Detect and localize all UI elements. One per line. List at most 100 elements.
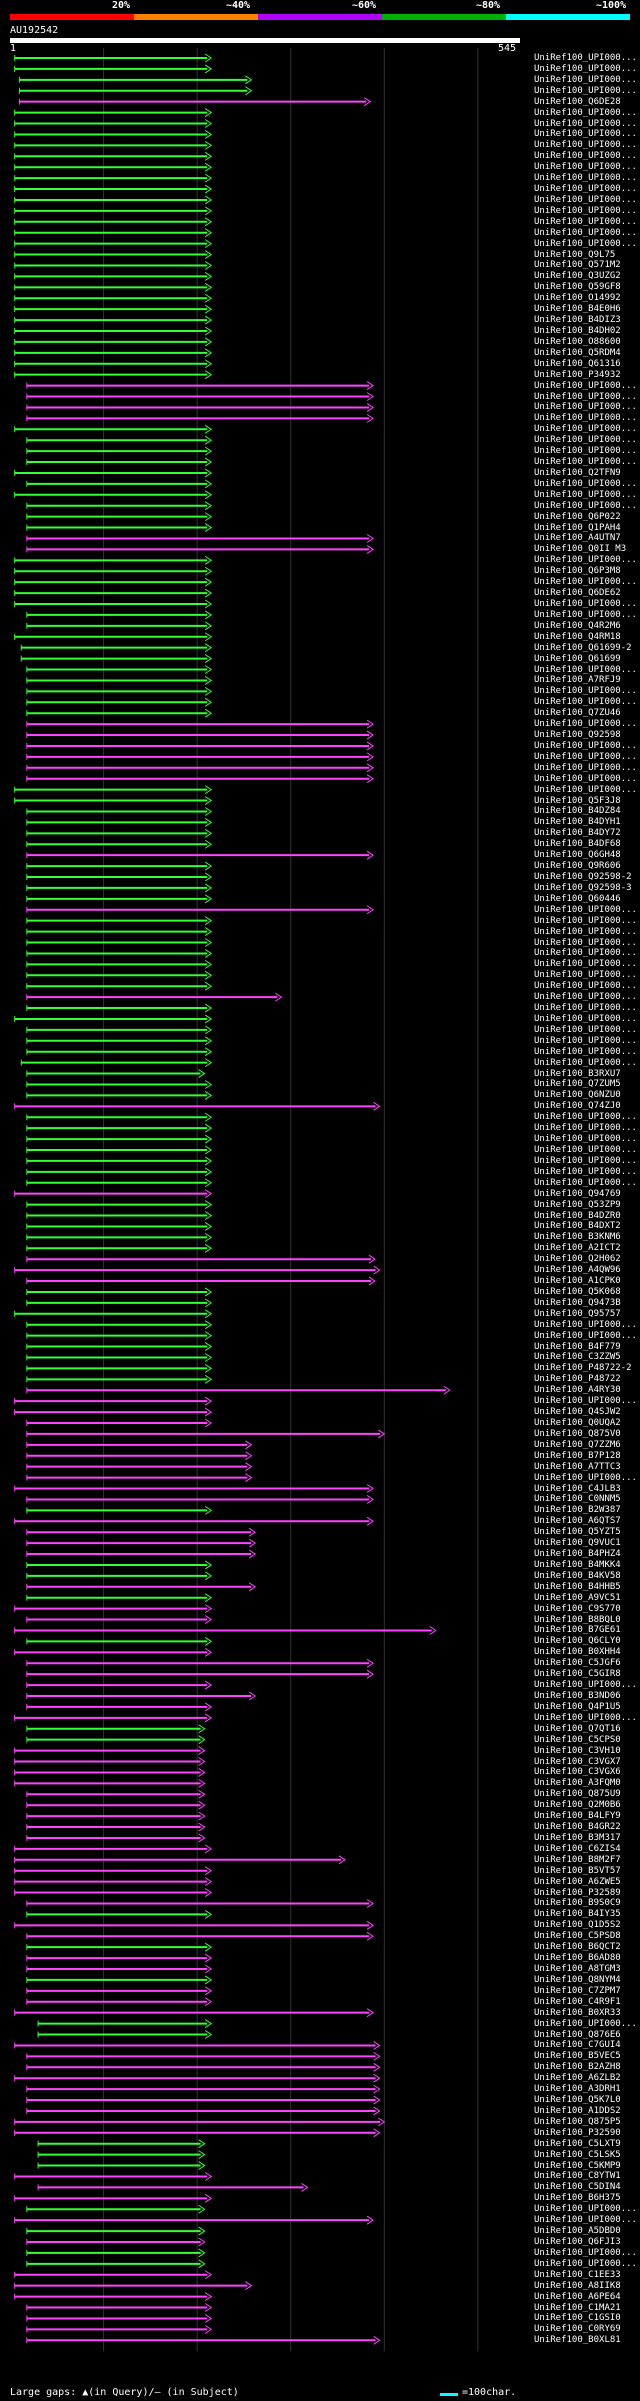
hit-label[interactable]: UniRef100_UPI000...: [534, 762, 637, 773]
hit-bar[interactable]: [26, 1997, 213, 2007]
hit-bar[interactable]: [26, 512, 213, 522]
hit-label[interactable]: UniRef100_B0XL81: [534, 2335, 621, 2346]
hit-label[interactable]: UniRef100_B5VEC5: [534, 2051, 621, 2062]
hit-label[interactable]: UniRef100_Q92598-3: [534, 882, 632, 893]
hit-label[interactable]: UniRef100_B4LFY9: [534, 1811, 621, 1822]
hit-label[interactable]: UniRef100_C0NNM5: [534, 1494, 621, 1505]
hit-bar[interactable]: [26, 1615, 213, 1624]
hit-bar[interactable]: [26, 1320, 213, 1330]
hit-bar[interactable]: [26, 807, 213, 816]
hit-bar[interactable]: [14, 1844, 213, 1854]
hit-bar[interactable]: [14, 2117, 386, 2127]
hit-label[interactable]: UniRef100_Q1PAH4: [534, 522, 621, 533]
hit-bar[interactable]: [26, 2314, 213, 2323]
hit-bar[interactable]: [26, 763, 374, 773]
hit-bar[interactable]: [14, 566, 213, 576]
hit-label[interactable]: UniRef100_Q59GF8: [534, 282, 621, 293]
hit-label[interactable]: UniRef100_UPI000...: [534, 413, 637, 424]
hit-bar[interactable]: [26, 1505, 213, 1515]
hit-label[interactable]: UniRef100_Q2TFN9: [534, 467, 621, 478]
hit-label[interactable]: UniRef100_B4GR22: [534, 1822, 621, 1833]
hit-bar[interactable]: [14, 1855, 346, 1865]
hit-bar[interactable]: [26, 970, 213, 980]
hit-label[interactable]: UniRef100_Q875U9: [534, 1789, 621, 1800]
hit-bar[interactable]: [26, 501, 213, 511]
hit-label[interactable]: UniRef100_Q6P3M8: [534, 566, 621, 577]
hit-label[interactable]: UniRef100_UPI000...: [534, 194, 637, 205]
hit-label[interactable]: UniRef100_B5VT57: [534, 1865, 621, 1876]
hit-label[interactable]: UniRef100_UPI000...: [534, 697, 637, 708]
hit-label[interactable]: UniRef100_B8M2F7: [534, 1854, 621, 1865]
hit-label[interactable]: UniRef100_UPI000...: [534, 74, 637, 85]
hit-label[interactable]: UniRef100_UPI000...: [534, 140, 637, 151]
hit-label[interactable]: UniRef100_B4MKK4: [534, 1559, 621, 1570]
hit-bar[interactable]: [26, 1211, 213, 1220]
hit-bar[interactable]: [37, 2030, 213, 2039]
hit-bar[interactable]: [26, 2259, 206, 2269]
hit-label[interactable]: UniRef100_Q0UQA2: [534, 1418, 621, 1428]
hit-bar[interactable]: [14, 217, 213, 227]
hit-bar[interactable]: [26, 927, 213, 937]
hit-label[interactable]: UniRef100_Q875P5: [534, 2116, 621, 2127]
hit-bar[interactable]: [26, 1735, 206, 1745]
hit-bar[interactable]: [26, 959, 213, 969]
hit-bar[interactable]: [26, 1222, 213, 1231]
hit-bar[interactable]: [14, 195, 213, 205]
hit-label[interactable]: UniRef100_Q875V0: [534, 1428, 621, 1439]
hit-bar[interactable]: [14, 1866, 213, 1876]
hit-label[interactable]: UniRef100_Q92598-2: [534, 872, 632, 882]
hit-bar[interactable]: [26, 1822, 206, 1832]
hit-bar[interactable]: [26, 1298, 213, 1308]
hit-bar[interactable]: [26, 1374, 213, 1384]
hit-label[interactable]: UniRef100_B4DZ84: [534, 806, 621, 817]
hit-bar[interactable]: [26, 2051, 381, 2061]
hit-label[interactable]: UniRef100_UPI000...: [534, 926, 637, 937]
hit-label[interactable]: UniRef100_Q571M2: [534, 260, 621, 271]
hit-label[interactable]: UniRef100_B6H375: [534, 2193, 621, 2204]
hit-label[interactable]: UniRef100_Q0II M3: [534, 544, 627, 555]
hit-label[interactable]: UniRef100_B7P128: [534, 1450, 621, 1461]
hit-label[interactable]: UniRef100_B7GE61: [534, 1625, 621, 1636]
hit-bar[interactable]: [26, 1538, 257, 1548]
hit-bar[interactable]: [14, 2128, 381, 2138]
hit-bar[interactable]: [14, 2172, 213, 2181]
hit-label[interactable]: UniRef100_Q9R606: [534, 861, 621, 872]
hit-label[interactable]: UniRef100_UPI000...: [534, 1330, 637, 1341]
hit-bar[interactable]: [26, 1254, 376, 1264]
hit-bar[interactable]: [26, 872, 213, 882]
hit-label[interactable]: UniRef100_Q7ZZM6: [534, 1439, 621, 1450]
hit-bar[interactable]: [26, 894, 213, 904]
hit-label[interactable]: UniRef100_UPI000...: [534, 1396, 637, 1407]
hit-bar[interactable]: [14, 239, 213, 249]
hit-label[interactable]: UniRef100_C5PSD8: [534, 1931, 621, 1942]
hit-bar[interactable]: [26, 1232, 213, 1242]
hit-label[interactable]: UniRef100_UPI000...: [534, 1112, 637, 1123]
hit-label[interactable]: UniRef100_UPI000...: [534, 205, 637, 216]
hit-bar[interactable]: [26, 435, 213, 445]
hit-label[interactable]: UniRef100_C9S770: [534, 1603, 621, 1614]
hit-bar[interactable]: [14, 1309, 213, 1319]
hit-bar[interactable]: [26, 1658, 374, 1668]
hit-label[interactable]: UniRef100_UPI000...: [534, 555, 637, 566]
hit-bar[interactable]: [14, 326, 213, 336]
hit-label[interactable]: UniRef100_UPI000...: [534, 937, 637, 948]
hit-bar[interactable]: [26, 1636, 213, 1646]
hit-bar[interactable]: [26, 1931, 374, 1941]
hit-bar[interactable]: [14, 370, 213, 380]
hit-bar[interactable]: [26, 2084, 381, 2094]
hit-bar[interactable]: [26, 392, 374, 401]
hit-bar[interactable]: [14, 1014, 213, 1024]
hit-bar[interactable]: [14, 1757, 206, 1766]
hit-bar[interactable]: [14, 184, 213, 194]
hit-bar[interactable]: [26, 2095, 381, 2105]
hit-bar[interactable]: [26, 1680, 213, 1690]
hit-label[interactable]: UniRef100_UPI000...: [534, 173, 637, 184]
hit-label[interactable]: UniRef100_P32590: [534, 2127, 621, 2138]
hit-label[interactable]: UniRef100_Q4P1U5: [534, 1701, 621, 1712]
hit-label[interactable]: UniRef100_Q53ZP9: [534, 1199, 621, 1210]
hit-bar[interactable]: [26, 1451, 253, 1461]
hit-label[interactable]: UniRef100_A6ZLB2: [534, 2073, 621, 2084]
hit-label[interactable]: UniRef100_A6QTS7: [534, 1516, 621, 1527]
hit-label[interactable]: UniRef100_Q5K7L0: [534, 2095, 621, 2106]
hit-bar[interactable]: [26, 2106, 381, 2116]
